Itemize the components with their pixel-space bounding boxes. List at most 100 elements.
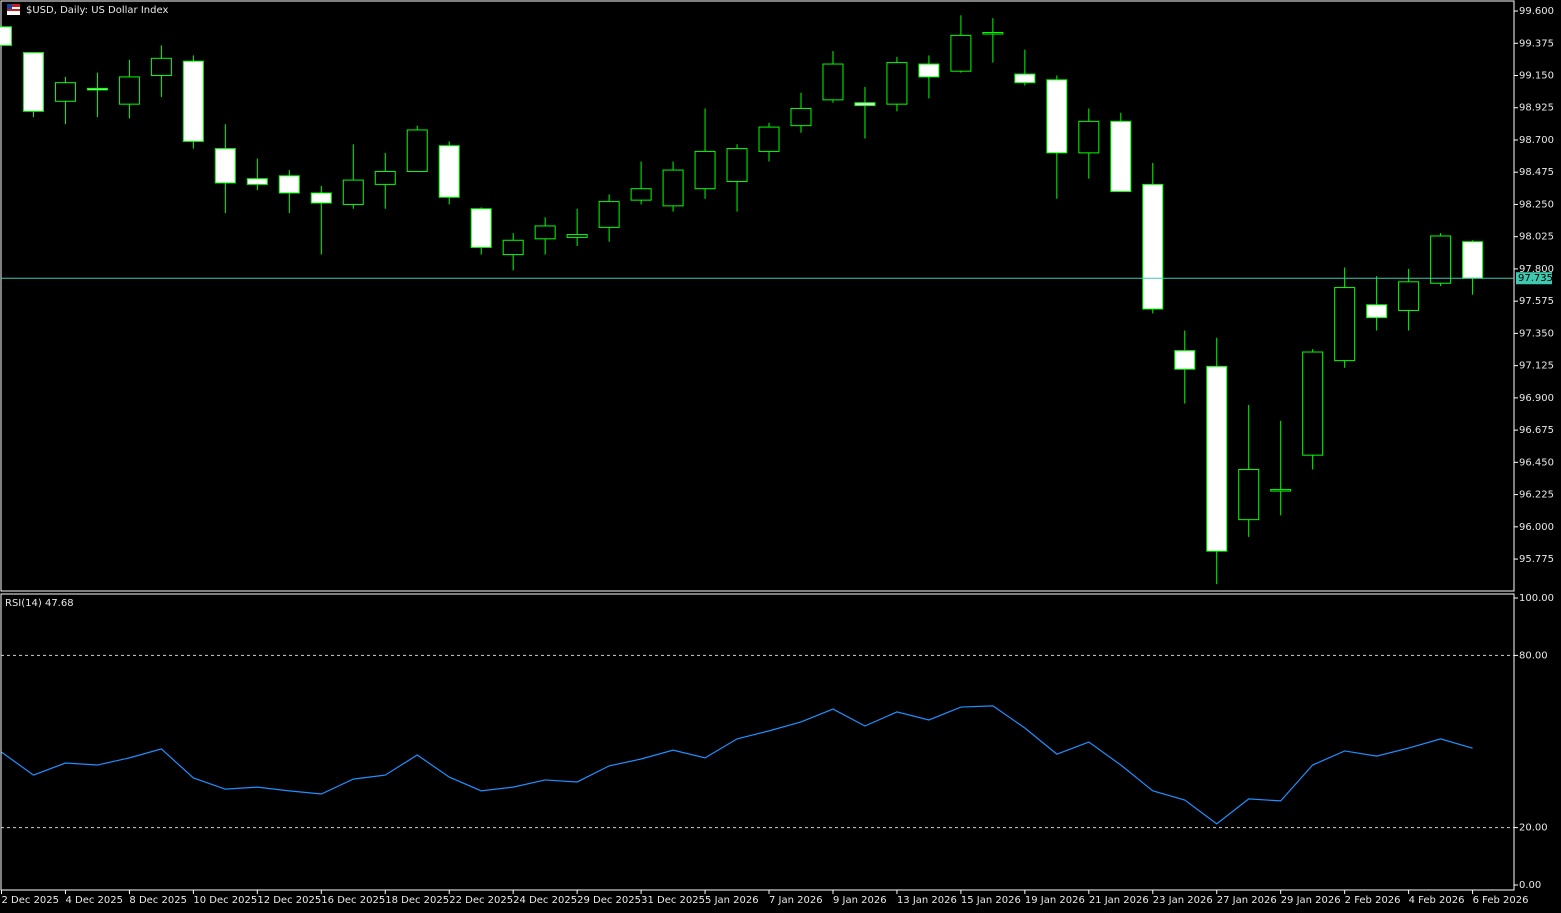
candle-body <box>54 82 76 102</box>
rsi-panel <box>0 593 1515 891</box>
y-tick-label: 98.700 <box>1519 135 1554 146</box>
candle-body <box>502 239 524 256</box>
x-tick-label: 23 Jan 2026 <box>1153 895 1213 906</box>
y-tick-label: 97.125 <box>1519 361 1554 372</box>
candle-body <box>374 170 396 185</box>
candle-body <box>1238 469 1260 521</box>
y-tick-label: 97.575 <box>1519 296 1554 307</box>
candle-body <box>22 52 44 112</box>
y-tick-label: 96.225 <box>1519 490 1554 501</box>
x-tick-label: 7 Jan 2026 <box>769 895 823 906</box>
y-tick-label: 96.000 <box>1519 522 1554 533</box>
x-tick-label: 29 Dec 2025 <box>577 895 641 906</box>
candle-body <box>790 107 812 127</box>
candle-body <box>1110 120 1132 193</box>
candle-body <box>950 34 972 72</box>
candle-body <box>758 126 780 152</box>
candle-body <box>726 148 748 183</box>
candle-body <box>630 188 652 201</box>
candle-body <box>1078 120 1100 154</box>
x-tick-label: 10 Dec 2025 <box>193 895 257 906</box>
candle-body <box>214 148 236 184</box>
y-tick-label: 98.250 <box>1519 199 1554 210</box>
x-tick-label: 4 Feb 2026 <box>1409 895 1465 906</box>
candle-body <box>982 32 1004 35</box>
candle-body <box>1334 287 1356 362</box>
candle-body <box>406 129 428 172</box>
candle-body <box>1366 304 1388 319</box>
candle-body <box>470 208 492 248</box>
rsi-title: RSI(14) 47.68 <box>5 598 74 609</box>
symbol-icon <box>7 4 20 15</box>
candle-body <box>662 169 684 207</box>
candle-body <box>1174 350 1196 370</box>
candle-body <box>1142 183 1164 310</box>
candle-body <box>566 234 588 238</box>
x-tick-label: 22 Dec 2025 <box>449 895 513 906</box>
x-tick-label: 24 Dec 2025 <box>513 895 577 906</box>
candle-body <box>598 201 620 228</box>
candle-body <box>118 76 140 105</box>
x-tick-label: 16 Dec 2025 <box>321 895 385 906</box>
candle-body <box>822 63 844 101</box>
candle-body <box>1270 489 1292 492</box>
candle-body <box>854 102 876 107</box>
y-tick-label: 98.025 <box>1519 232 1554 243</box>
candle-body <box>246 178 268 185</box>
candle-body <box>534 225 556 240</box>
candle-body <box>694 150 716 190</box>
x-tick-label: 4 Dec 2025 <box>65 895 123 906</box>
x-tick-label: 13 Jan 2026 <box>897 895 957 906</box>
y-tick-label: 97.350 <box>1519 328 1554 339</box>
y-tick-label: 0.00 <box>1519 880 1541 891</box>
rsi-line <box>1 705 1473 825</box>
candle-body <box>150 57 172 76</box>
x-tick-label: 12 Dec 2025 <box>257 895 321 906</box>
x-tick-label: 15 Jan 2026 <box>961 895 1021 906</box>
candle-body <box>182 60 204 142</box>
x-tick-label: 19 Jan 2026 <box>1025 895 1085 906</box>
x-tick-label: 8 Dec 2025 <box>129 895 187 906</box>
y-tick-label: 80.00 <box>1519 650 1548 661</box>
x-tick-label: 18 Dec 2025 <box>385 895 449 906</box>
candle-body <box>1398 281 1420 311</box>
y-tick-label: 96.900 <box>1519 393 1554 404</box>
y-tick-label: 99.600 <box>1519 6 1554 17</box>
x-tick-label: 31 Dec 2025 <box>641 895 705 906</box>
y-tick-label: 100.00 <box>1519 593 1554 604</box>
y-tick-label: 95.775 <box>1519 554 1554 565</box>
x-tick-label: 2 Dec 2025 <box>2 895 60 906</box>
y-tick-label: 98.925 <box>1519 103 1554 114</box>
candle-body <box>1046 79 1068 154</box>
chart-title: $USD, Daily: US Dollar Index <box>26 5 168 16</box>
x-tick-label: 5 Jan 2026 <box>705 895 759 906</box>
candle-body <box>438 145 460 198</box>
y-tick-label: 99.375 <box>1519 38 1554 49</box>
y-tick-label: 20.00 <box>1519 823 1548 834</box>
x-tick-label: 27 Jan 2026 <box>1217 895 1277 906</box>
candle-body <box>86 87 108 91</box>
candle-body <box>918 63 940 78</box>
x-tick-label: 21 Jan 2026 <box>1089 895 1149 906</box>
y-tick-label: 96.450 <box>1519 457 1554 468</box>
y-tick-label: 96.675 <box>1519 425 1554 436</box>
candle-body <box>278 175 300 194</box>
price-panel <box>0 0 1515 592</box>
candle-body <box>1462 241 1484 279</box>
candle-body <box>342 179 364 205</box>
x-tick-label: 6 Feb 2026 <box>1473 895 1529 906</box>
candle-body <box>1206 365 1228 552</box>
y-tick-label: 99.150 <box>1519 71 1554 82</box>
last-price-label: 97.735 <box>1518 273 1553 284</box>
x-tick-label: 9 Jan 2026 <box>833 895 887 906</box>
candle-body <box>886 62 908 105</box>
candle-body <box>1014 73 1036 84</box>
y-tick-label: 97.800 <box>1519 264 1554 275</box>
candle-body <box>310 192 332 204</box>
y-tick-label: 98.475 <box>1519 167 1554 178</box>
candle-body <box>0 26 12 46</box>
x-tick-label: 29 Jan 2026 <box>1281 895 1341 906</box>
candle-body <box>1302 351 1324 456</box>
